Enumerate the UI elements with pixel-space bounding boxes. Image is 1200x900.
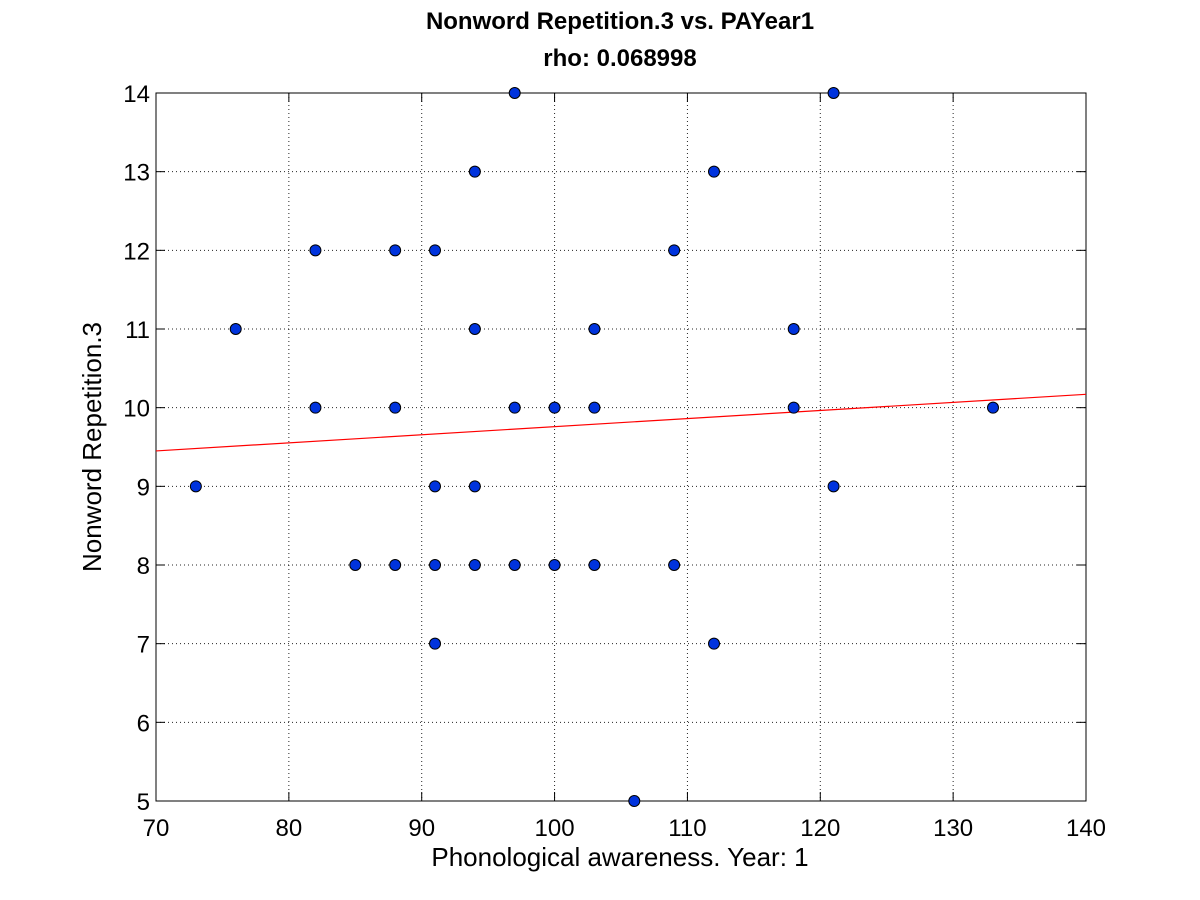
x-axis-label: Phonological awareness. Year: 1: [431, 842, 808, 872]
y-tick-label: 14: [123, 81, 150, 108]
data-point: [548, 559, 561, 571]
data-point: [468, 323, 481, 335]
data-point: [628, 795, 641, 807]
y-tick-label: 12: [123, 238, 150, 265]
data-point: [468, 559, 481, 571]
data-point: [229, 323, 242, 335]
data-point: [189, 480, 202, 493]
data-point: [429, 637, 441, 650]
y-tick-label: 7: [137, 632, 150, 659]
data-point: [389, 401, 402, 414]
y-tick-label: 11: [125, 317, 150, 344]
data-point: [588, 323, 601, 335]
axis-ticks: 70 80 90 100 110 120 130 140 5 6 7 8 9 10 11 12 13 14: [123, 81, 1106, 842]
regression-line: [155, 393, 1087, 452]
y-tick-label: 9: [137, 474, 150, 501]
chart-title: Nonword Repetition.3 vs. PAYear1: [426, 8, 814, 35]
data-point: [827, 87, 840, 99]
x-tick-label: 120: [800, 815, 840, 842]
data-point: [309, 401, 322, 414]
x-tick-label: 110: [668, 815, 706, 842]
data-point: [708, 165, 720, 178]
data-point: [668, 244, 681, 257]
chart-subtitle: rho: 0.068998: [543, 45, 696, 72]
x-tick-label: 70: [143, 815, 170, 842]
x-tick-label: 90: [408, 815, 435, 842]
data-point: [588, 559, 601, 571]
y-tick-label: 5: [137, 789, 150, 816]
data-point: [548, 401, 561, 414]
data-point: [429, 244, 441, 257]
plot-area-frame: [155, 92, 1087, 802]
data-point: [429, 480, 441, 493]
data-point: [987, 401, 999, 414]
data-point: [389, 244, 402, 257]
data-point: [429, 559, 441, 571]
fit-line-layer: [155, 393, 1087, 452]
y-axis-label: Nonword Repetition.3: [77, 322, 107, 572]
data-point: [468, 165, 481, 178]
data-point: [588, 401, 601, 414]
data-points: [189, 87, 999, 807]
data-point: [508, 87, 521, 99]
data-point: [787, 323, 800, 335]
data-point: [708, 637, 720, 650]
y-tick-label: 8: [137, 553, 150, 580]
x-tick-label: 100: [535, 815, 575, 842]
data-point: [827, 480, 840, 493]
data-point: [787, 401, 800, 414]
y-tick-label: 6: [137, 710, 150, 737]
data-point: [349, 559, 362, 571]
data-point: [668, 559, 681, 571]
x-tick-label: 140: [1066, 815, 1106, 842]
x-tick-label: 80: [276, 815, 303, 842]
data-point: [508, 401, 521, 414]
data-point: [468, 480, 481, 493]
y-tick-label: 13: [123, 160, 150, 187]
data-point: [508, 559, 521, 571]
grid-lines: [156, 93, 1086, 801]
x-tick-label: 130: [933, 815, 973, 842]
data-point: [309, 244, 322, 257]
data-point: [389, 559, 402, 571]
y-tick-label: 10: [123, 396, 150, 423]
